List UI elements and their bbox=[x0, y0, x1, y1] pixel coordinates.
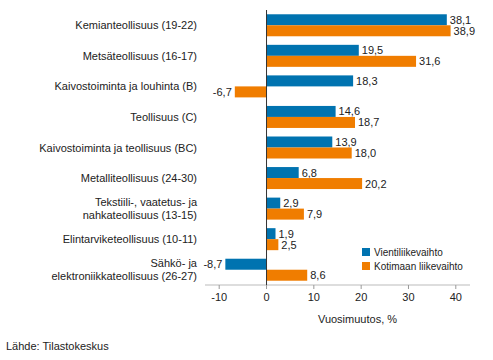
data-label: 18,3 bbox=[356, 75, 377, 87]
category-label: Metsäteollisuus (16-17) bbox=[83, 50, 197, 62]
category-label: Tekstiili-, vaatetus- janahkateollisuus … bbox=[83, 196, 198, 221]
x-tick bbox=[219, 285, 220, 289]
category-label: Elintarviketeollisuus (10-11) bbox=[63, 233, 197, 245]
category-label-line: Metalliteollisuus (24-30) bbox=[81, 172, 197, 184]
x-tick bbox=[266, 285, 267, 289]
zero-line bbox=[266, 10, 267, 285]
category-label-line: nahkateollisuus (13-15) bbox=[83, 209, 197, 221]
data-label: 8,6 bbox=[310, 269, 325, 281]
bar bbox=[267, 270, 308, 281]
x-axis-title: Vuosimuutos, % bbox=[318, 313, 397, 325]
category-label: Kaivostoiminta ja teollisuus (BC) bbox=[39, 142, 197, 154]
data-label: 2,9 bbox=[283, 197, 298, 209]
category-label: Sähkö- jaelektroniikkateollisuus (26-27) bbox=[51, 257, 197, 282]
x-tick-label: -10 bbox=[211, 291, 227, 303]
category-label: Kemianteollisuus (19-22) bbox=[75, 19, 197, 31]
category-label-line: Kaivostoiminta ja louhinta (B) bbox=[55, 80, 197, 92]
bar bbox=[267, 167, 299, 178]
bar bbox=[267, 178, 363, 189]
data-label: 7,9 bbox=[307, 208, 322, 220]
bar bbox=[267, 198, 281, 209]
bar bbox=[267, 75, 354, 86]
x-tick bbox=[408, 285, 409, 289]
legend-swatch bbox=[362, 262, 370, 270]
x-tick-label: 40 bbox=[450, 291, 462, 303]
data-label: 18,7 bbox=[358, 116, 379, 128]
bar bbox=[267, 56, 417, 67]
x-tick bbox=[361, 285, 362, 289]
data-label: 6,8 bbox=[302, 167, 317, 179]
legend-label: Kotimaan liikevaihto bbox=[374, 261, 463, 272]
x-tick-label: 0 bbox=[263, 291, 269, 303]
bar bbox=[267, 14, 447, 25]
legend-swatch bbox=[362, 248, 370, 256]
category-label-line: Teollisuus (C) bbox=[130, 111, 197, 123]
bar bbox=[267, 117, 355, 128]
data-label: 18,0 bbox=[355, 147, 376, 159]
category-label-line: Elintarviketeollisuus (10-11) bbox=[63, 233, 197, 245]
x-tick-label: 30 bbox=[402, 291, 414, 303]
bar bbox=[267, 148, 352, 159]
category-label-line: Tekstiili-, vaatetus- ja bbox=[95, 196, 198, 208]
x-tick bbox=[455, 285, 456, 289]
bar bbox=[225, 259, 266, 270]
category-label: Metalliteollisuus (24-30) bbox=[81, 172, 197, 184]
category-label-line: Kemianteollisuus (19-22) bbox=[75, 19, 197, 31]
data-label: 14,6 bbox=[339, 105, 360, 117]
bar bbox=[267, 209, 304, 220]
category-label-line: Sähkö- ja bbox=[151, 257, 198, 269]
x-tick-label: 10 bbox=[308, 291, 320, 303]
x-tick bbox=[313, 285, 314, 289]
x-axis-line bbox=[205, 285, 470, 286]
data-label: 19,5 bbox=[362, 44, 383, 56]
source: Lähde: Tilastokeskus bbox=[6, 340, 109, 352]
bar bbox=[267, 239, 279, 250]
data-label: 20,2 bbox=[365, 178, 386, 190]
bar bbox=[267, 45, 359, 56]
data-label: 2,5 bbox=[281, 239, 296, 251]
bar bbox=[267, 106, 336, 117]
data-label: 31,6 bbox=[419, 55, 440, 67]
category-label-line: elektroniikkateollisuus (26-27) bbox=[51, 270, 197, 282]
bar bbox=[235, 86, 267, 97]
category-label: Teollisuus (C) bbox=[130, 111, 197, 123]
data-label: 13,9 bbox=[335, 136, 356, 148]
data-label: -8,7 bbox=[203, 258, 222, 270]
bar bbox=[267, 228, 276, 239]
category-label-line: Metsäteollisuus (16-17) bbox=[83, 50, 197, 62]
bar bbox=[267, 25, 451, 36]
x-tick-label: 20 bbox=[355, 291, 367, 303]
category-label-line: Kaivostoiminta ja teollisuus (BC) bbox=[39, 142, 197, 154]
category-label: Kaivostoiminta ja louhinta (B) bbox=[55, 80, 197, 92]
data-label: -6,7 bbox=[213, 86, 232, 98]
bar bbox=[267, 137, 333, 148]
data-label: 38,9 bbox=[454, 25, 475, 37]
legend-label: Vientiliikevaihto bbox=[374, 247, 443, 258]
